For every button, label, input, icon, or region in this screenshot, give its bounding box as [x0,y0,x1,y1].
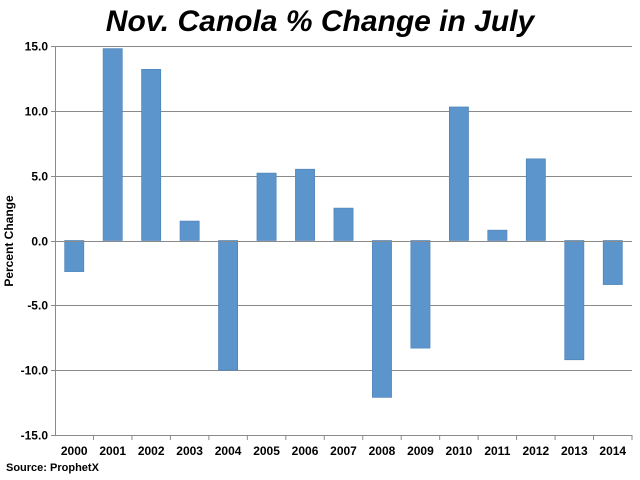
x-tick-label: 2006 [292,444,319,458]
x-tick-label: 2010 [446,444,473,458]
x-tick-label: 2005 [253,444,280,458]
axes [51,46,633,440]
x-tick-label: 2000 [61,444,88,458]
x-tick-labels: 2000 2001 2002 2003 2004 2005 2006 2007 2008 2009… [61,444,627,458]
y-tick-label: -5.0 [27,299,48,313]
x-tick-label: 2014 [599,444,626,458]
x-tick-label: 2013 [561,444,588,458]
bar-2007 [333,207,354,241]
y-tick-label: 10.0 [25,105,49,119]
source-note: Source: ProphetX [6,462,99,474]
bar-2001 [102,48,123,241]
bar-2012 [525,158,546,241]
y-tick-label: 0.0 [31,235,48,249]
bar-2006 [295,168,315,241]
y-tick-labels: 15.0 10.0 5.0 0.0 -5.0 -10.0 -15.0 [21,40,49,443]
x-tick-label: 2004 [215,444,242,458]
x-tick-label: 2012 [522,444,549,458]
bar-2003 [179,220,200,241]
chart-title: Nov. Canola % Change in July [105,5,535,38]
bar-2009 [410,240,431,349]
y-tick-label: 5.0 [31,170,48,184]
bar-2004 [218,240,239,371]
x-tick-label: 2009 [407,444,434,458]
bar-2008 [372,240,392,398]
bar-2011 [487,229,508,241]
y-axis-title: Percent Change [2,195,16,287]
x-tick-label: 2008 [369,444,396,458]
x-tick-label: 2007 [330,444,357,458]
bar-2000 [64,240,85,272]
bar-2014 [602,240,623,285]
y-tick-label: -10.0 [21,364,49,378]
x-tick-label: 2001 [99,444,126,458]
bar-2013 [564,240,585,361]
bar-2002 [141,69,162,241]
bars [64,48,623,398]
x-tick-label: 2002 [138,444,165,458]
y-tick-label: 15.0 [25,40,49,54]
bar-2010 [448,106,469,241]
bar-2005 [256,172,277,241]
x-tick-label: 2003 [176,444,203,458]
x-tick-label: 2011 [484,444,510,458]
y-tick-label: -15.0 [21,429,49,443]
